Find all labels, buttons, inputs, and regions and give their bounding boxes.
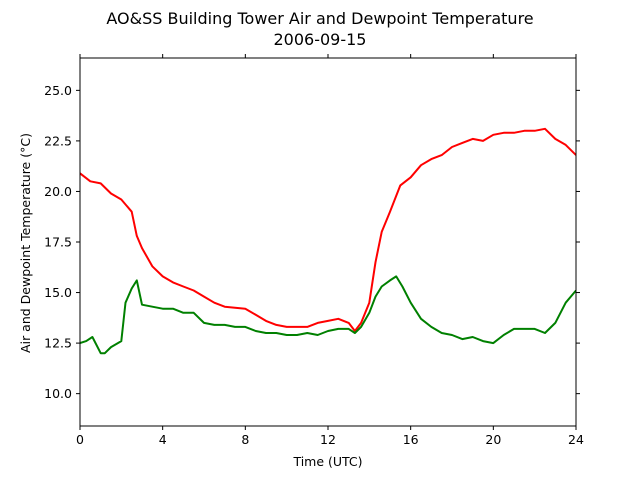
y-tick-label: 10.0 — [44, 386, 72, 401]
chart-subtitle: 2006-09-15 — [274, 30, 367, 49]
plot-frame — [79, 57, 577, 427]
plot-area — [79, 57, 577, 427]
x-tick-label: 20 — [485, 432, 501, 447]
y-tick-label: 25.0 — [44, 83, 72, 98]
series-group — [80, 127, 576, 355]
y-tick-label: 15.0 — [44, 285, 72, 300]
x-tick-label: 16 — [403, 432, 419, 447]
x-tick-label: 12 — [320, 432, 336, 447]
y-axis-ticks: 10.0 12.5 15.0 17.5 20.0 22.5 25.0 — [44, 83, 580, 401]
y-tick-label: 20.0 — [44, 184, 72, 199]
y-tick-label: 17.5 — [44, 235, 72, 250]
x-tick-label: 4 — [159, 432, 167, 447]
y-tick-label: 22.5 — [44, 133, 72, 148]
series-line-2 — [80, 275, 576, 355]
y-tick-label: 12.5 — [44, 336, 72, 351]
y-axis-label: Air and Dewpoint Temperature (°C) — [18, 133, 33, 353]
x-tick-label: 8 — [241, 432, 249, 447]
chart-title: AO&SS Building Tower Air and Dewpoint Te… — [106, 9, 533, 28]
series-line-1 — [80, 127, 576, 332]
x-tick-label: 0 — [76, 432, 84, 447]
x-axis-label: Time (UTC) — [292, 454, 362, 469]
x-axis-ticks: 0 4 8 12 16 20 24 — [76, 54, 584, 447]
x-tick-label: 24 — [568, 432, 584, 447]
